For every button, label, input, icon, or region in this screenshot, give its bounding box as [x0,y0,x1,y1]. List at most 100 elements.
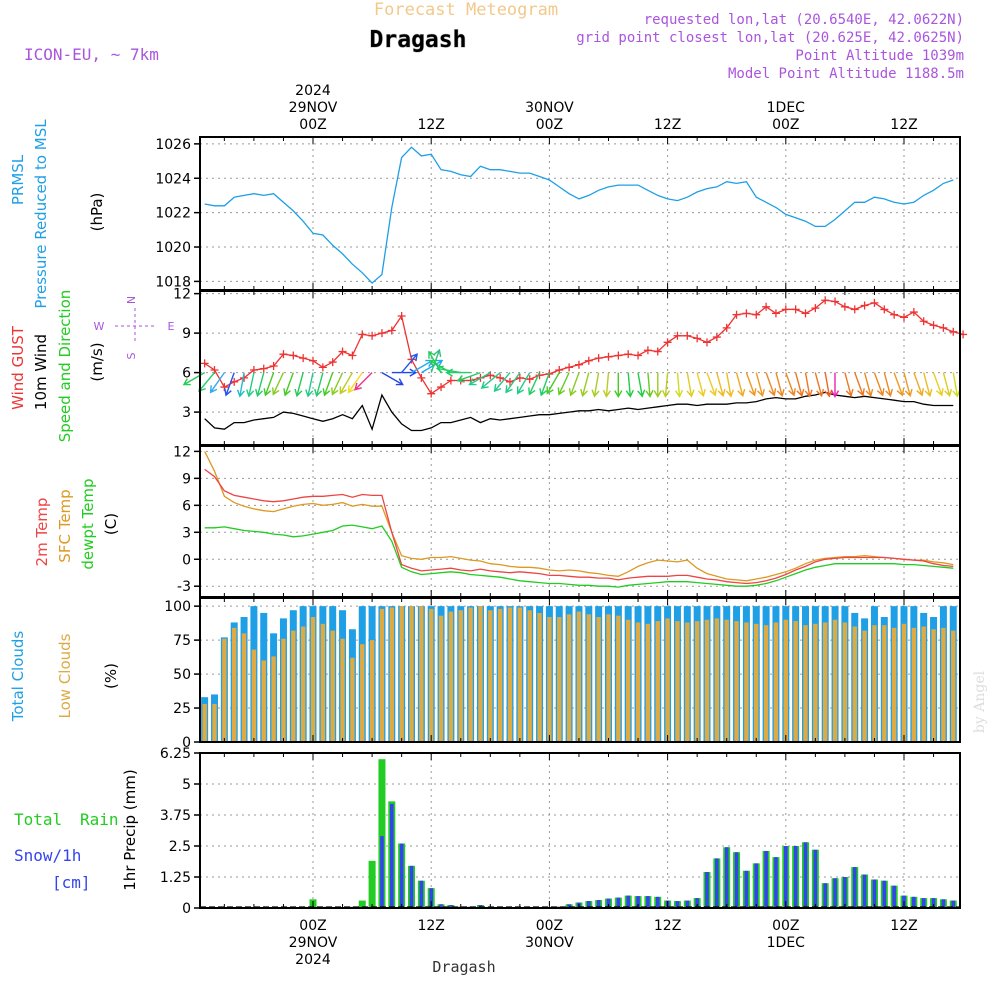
low-clouds-bar [458,610,463,742]
top-time-label: 00Z [536,117,563,133]
y-tick-label: 50 [173,667,191,683]
point-altitude: Point Altitude 1039m [795,48,964,64]
low-clouds-bar [665,618,670,742]
bottom-time-label: 1DEC [767,935,806,951]
gust-marker [387,326,396,335]
low-clouds-bar [330,630,335,742]
y-tick-label: 0 [182,735,191,751]
wind-unit: (m/s) [88,342,106,381]
low-clouds-bar [891,627,897,742]
gust-marker [515,373,524,382]
gust-marker [279,350,288,359]
wind-arrow [625,372,634,398]
wind-arrow [706,372,718,397]
snow-bar [587,901,591,908]
snow-bar [439,904,443,908]
low-clouds-title: Low Clouds [56,633,74,718]
gust-marker [909,308,918,317]
gust-marker [919,317,928,326]
snow-bar [774,857,778,908]
snow-bar [941,899,946,908]
y-tick-label: 3 [182,405,191,421]
wind-arrow [765,372,777,397]
bottom-time-label: 12Z [417,918,444,934]
gust-marker [781,305,790,314]
low-clouds-bar [389,607,394,742]
wind-arrow [331,372,344,396]
low-clouds-bar [576,611,582,742]
low-clouds-bar [872,625,877,742]
gust-marker [663,338,672,347]
gust-marker [831,297,840,306]
wind-arrow [381,371,404,386]
snow-bar [843,877,847,908]
wind-arrow [735,372,746,398]
low-clouds-bar [724,619,729,742]
snow-bar [784,846,788,908]
compass-south: S [125,352,138,359]
wind-arrow [568,372,580,397]
sfc-temp-title: SFC Temp [56,489,74,562]
low-clouds-bar [911,627,917,742]
wind-arrow [883,372,893,398]
low-clouds-bar [951,630,956,742]
wind-arrow [903,372,913,398]
y-tick-label: 9 [182,471,191,487]
gust-marker [643,346,652,355]
gust-marker [860,301,869,310]
gust-marker [446,376,455,385]
gust-marker [929,321,938,330]
low-clouds-bar [616,615,621,742]
precip-axis-title: 1hr Precip (mm) [121,769,139,890]
low-clouds-bar [232,627,237,742]
low-clouds-bar [754,623,759,742]
low-clouds-bar [566,614,572,742]
snow-bar [892,885,896,908]
top-time-label: 12Z [417,117,444,133]
low-clouds-bar [783,619,788,742]
top-time-label: 12Z [890,117,917,133]
low-clouds-bar [931,629,936,742]
low-clouds-bar [537,612,542,742]
gust-marker [318,363,327,372]
snow-bar [862,874,867,908]
axes-layer: 1018102010221024102636912-30369120255075… [9,83,961,968]
low-clouds-bar [921,626,926,742]
compass-east: E [168,320,175,333]
gust-marker [673,331,682,340]
wind-arrow [696,372,706,398]
snow-bar [734,852,739,908]
wind-arrow [794,372,805,398]
bottom-time-label: 29NOV [289,935,338,951]
snow-bar [882,880,887,908]
low-clouds-bar [507,607,513,742]
compass-west: W [94,320,105,333]
gust-marker [762,302,771,311]
snow-bar [409,865,414,908]
snow-bar [951,900,956,908]
y-tick-label: 0 [182,552,191,568]
low-clouds-bar [202,703,207,742]
grid-layer [200,137,960,909]
wind-arrow [347,372,363,394]
low-clouds-bar [438,615,444,742]
snow-bar [852,867,857,908]
snow-bar [675,901,680,908]
low-clouds-bar [468,607,473,742]
wind-arrow [314,372,324,398]
gust-marker [358,330,367,339]
gust-marker [712,333,721,342]
bottom-time-label: 00Z [772,918,799,934]
dewpt-title: dewpt Temp [79,478,97,569]
low-clouds-bar [281,638,286,742]
model-label: ICON-EU, ~ 7km [24,45,159,64]
wind-arrow [591,372,600,398]
low-clouds-bar [379,608,385,742]
wind-arrow [480,372,501,389]
wind-arrow [725,372,734,398]
low-clouds-bar [488,610,493,742]
footer-location: Dragash [432,958,495,976]
wind-arrow [614,372,623,398]
gust-marker [348,351,357,360]
y-tick-label: 100 [164,599,191,615]
